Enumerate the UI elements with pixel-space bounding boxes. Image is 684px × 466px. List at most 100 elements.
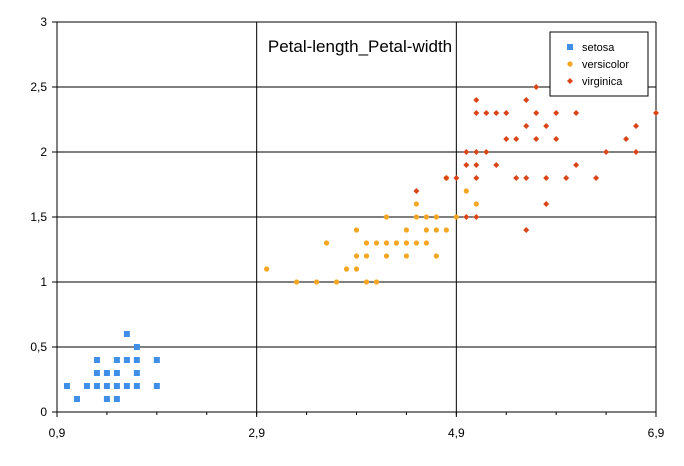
- virginica-point: [463, 149, 470, 155]
- data-points: [63, 84, 659, 402]
- setosa-point: [133, 344, 140, 350]
- virginica-point: [573, 162, 580, 168]
- legend-label-virginica: virginica: [582, 76, 623, 88]
- versicolor-point: [393, 240, 400, 246]
- setosa-point: [153, 357, 160, 363]
- x-tick-label: 0,9: [49, 426, 66, 440]
- legend-marker-versicolor: [567, 61, 573, 67]
- versicolor-point: [294, 279, 300, 285]
- versicolor-point: [423, 240, 429, 246]
- virginica-point: [543, 201, 550, 207]
- legend-box: [549, 31, 649, 97]
- virginica-point: [563, 175, 570, 181]
- versicolor-point: [413, 240, 419, 246]
- virginica-point: [533, 136, 540, 142]
- virginica-point: [513, 175, 520, 181]
- virginica-point: [473, 214, 480, 220]
- setosa-point: [123, 331, 130, 337]
- virginica-point: [573, 110, 580, 116]
- setosa-point: [153, 383, 160, 389]
- setosa-point: [123, 357, 130, 363]
- x-tick-label: 6,9: [648, 426, 665, 440]
- legend-label-setosa: setosa: [582, 42, 615, 54]
- versicolor-point: [373, 279, 380, 285]
- versicolor-point: [423, 227, 429, 233]
- versicolor-point: [343, 266, 350, 272]
- grid-lines: [56, 21, 657, 413]
- versicolor-point: [363, 240, 370, 246]
- legend-marker-setosa: [567, 44, 573, 50]
- legend: setosa versicolor virginica: [549, 31, 649, 97]
- series-virginica: [413, 84, 659, 233]
- versicolor-point: [363, 279, 370, 285]
- versicolor-point: [373, 240, 380, 246]
- setosa-point: [113, 357, 120, 363]
- virginica-point: [513, 136, 520, 142]
- versicolor-point: [353, 227, 360, 233]
- virginica-point: [463, 162, 470, 168]
- x-tick-label: 2,9: [248, 426, 265, 440]
- versicolor-point: [353, 266, 360, 272]
- legend-items: setosa versicolor virginica: [567, 42, 629, 88]
- versicolor-point: [403, 253, 410, 259]
- virginica-point: [473, 149, 480, 155]
- setosa-point: [113, 383, 120, 389]
- virginica-point: [413, 188, 420, 194]
- virginica-point: [553, 136, 560, 142]
- virginica-point: [523, 97, 530, 103]
- series-versicolor: [264, 175, 479, 285]
- virginica-point: [463, 214, 470, 220]
- versicolor-point: [433, 253, 439, 259]
- versicolor-point: [443, 227, 449, 233]
- legend-label-versicolor: versicolor: [582, 59, 629, 71]
- y-tick-label: 0: [40, 405, 47, 419]
- versicolor-point: [433, 227, 439, 233]
- setosa-point: [133, 370, 140, 376]
- versicolor-point: [403, 227, 410, 233]
- versicolor-point: [264, 266, 270, 272]
- setosa-point: [133, 357, 140, 363]
- versicolor-point: [323, 240, 330, 246]
- versicolor-point: [433, 214, 439, 220]
- versicolor-point: [473, 201, 479, 207]
- virginica-point: [473, 97, 480, 103]
- versicolor-point: [383, 240, 390, 246]
- y-tick-label: 1: [40, 275, 47, 289]
- x-tick-label: 4,9: [448, 426, 465, 440]
- virginica-point: [533, 84, 540, 90]
- y-tick-label: 2: [40, 145, 47, 159]
- setosa-point: [113, 370, 120, 376]
- virginica-point: [633, 123, 640, 129]
- setosa-point: [103, 396, 110, 402]
- setosa-point: [93, 370, 100, 376]
- chart-title: Petal-length_Petal-width: [268, 37, 452, 56]
- versicolor-point: [383, 214, 390, 220]
- setosa-point: [123, 383, 130, 389]
- y-tick-label: 2,5: [30, 80, 47, 94]
- virginica-point: [543, 175, 550, 181]
- virginica-point: [523, 123, 530, 129]
- versicolor-point: [353, 253, 360, 259]
- series-setosa: [63, 331, 160, 402]
- virginica-point: [603, 149, 610, 155]
- virginica-point: [523, 227, 530, 233]
- virginica-point: [493, 110, 500, 116]
- setosa-point: [93, 383, 100, 389]
- virginica-point: [483, 149, 490, 155]
- virginica-point: [453, 175, 460, 181]
- setosa-point: [103, 383, 110, 389]
- versicolor-point: [403, 240, 410, 246]
- setosa-point: [93, 357, 100, 363]
- setosa-point: [63, 383, 70, 389]
- versicolor-point: [453, 214, 459, 220]
- virginica-point: [503, 136, 510, 142]
- virginica-point: [623, 136, 630, 142]
- tick-labels: 0 0,5 1 1,5 2 2,5 3 0,9 2,9 4,9 6,9: [30, 15, 664, 440]
- axes: [52, 21, 657, 417]
- virginica-point: [493, 162, 500, 168]
- setosa-point: [103, 370, 110, 376]
- legend-marker-virginica: [567, 78, 573, 84]
- versicolor-point: [313, 279, 320, 285]
- virginica-point: [533, 110, 540, 116]
